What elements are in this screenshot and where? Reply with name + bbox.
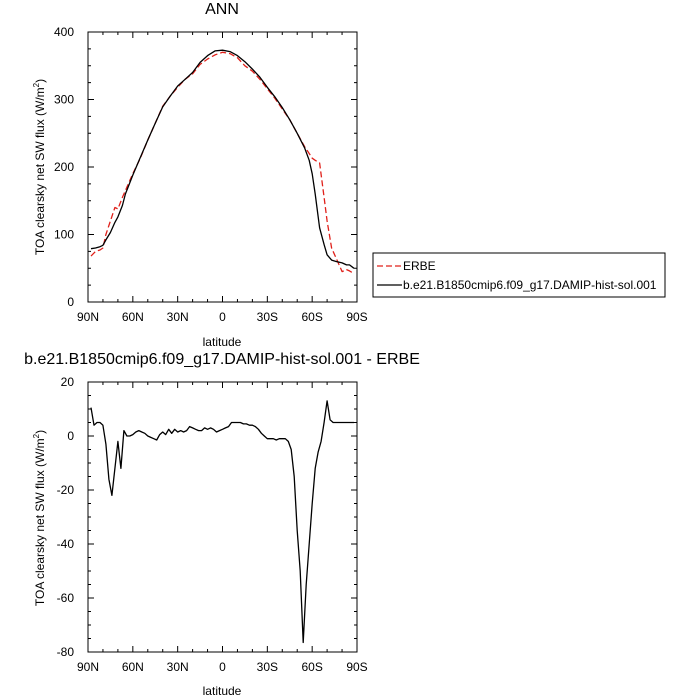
top-panel-ytick-label: 300	[54, 93, 74, 107]
bottom-panel: b.e21.B1850cmip6.f09_g17.DAMIP-hist-sol.…	[24, 351, 420, 698]
top-panel-ylabel-base: TOA clearsky net SW flux (W/m	[33, 87, 47, 255]
top-panel-ylabel-end: )	[33, 79, 47, 83]
bottom-panel-ytick-label: 20	[61, 375, 75, 389]
top-panel: ANN 90N 60N 30N 0 30S 60S 90S 0 100 200 300 400 lat…	[32, 1, 368, 349]
bottom-panel-xtick-label: 30S	[257, 660, 278, 674]
bottom-panel-xtick-label: 90N	[77, 660, 99, 674]
bottom-panel-xlabel: latitude	[203, 684, 242, 698]
top-panel-ylabel: TOA clearsky net SW flux (W/m2)	[32, 79, 47, 255]
bottom-panel-xtick-label: 0	[219, 660, 226, 674]
legend: ERBE b.e21.B1850cmip6.f09_g17.DAMIP-hist…	[372, 252, 666, 298]
top-panel-ytick-label: 200	[54, 160, 74, 174]
bottom-panel-ytick-label: 0	[67, 429, 74, 443]
top-panel-xlabel: latitude	[203, 335, 242, 349]
top-panel-title: ANN	[205, 1, 239, 18]
bottom-panel-frame	[87, 381, 358, 653]
top-panel-ytick-label: 400	[54, 25, 74, 39]
bottom-panel-title: b.e21.B1850cmip6.f09_g17.DAMIP-hist-sol.…	[24, 351, 420, 368]
top-panel-series-model-line	[90, 49, 355, 269]
top-panel-xtick-label: 30S	[257, 310, 278, 324]
bottom-panel-xtick-label: 90S	[346, 660, 367, 674]
bottom-panel-ylabel: TOA clearsky net SW flux (W/m2)	[32, 430, 47, 606]
bottom-panel-ylabel-end: )	[33, 430, 47, 434]
top-panel-xtick-label: 90S	[346, 310, 367, 324]
top-panel-series	[90, 49, 355, 275]
bottom-panel-ytick-label: -60	[57, 591, 75, 605]
bottom-panel-ticks: 90N 60N 30N 0 30S 60S 90S -80 -60 -40 -20 0 20	[57, 375, 368, 674]
top-panel-series-erbe-line	[90, 51, 355, 275]
top-panel-xtick-label: 0	[219, 310, 226, 324]
bottom-panel-ylabel-sup: 2	[32, 433, 41, 438]
top-panel-xtick-label: 60S	[301, 310, 322, 324]
bottom-panel-xtick-label: 60N	[122, 660, 144, 674]
bottom-panel-xtick-label: 60S	[301, 660, 322, 674]
bottom-panel-ytick-label: -20	[57, 483, 75, 497]
top-panel-ytick-label: 100	[54, 228, 74, 242]
legend-box	[372, 252, 666, 298]
bottom-panel-ytick-label: -80	[57, 645, 75, 659]
bottom-panel-xtick-label: 30N	[167, 660, 189, 674]
top-panel-ytick-label: 0	[67, 295, 74, 309]
bottom-panel-ytick-label: -40	[57, 537, 75, 551]
bottom-panel-ylabel-base: TOA clearsky net SW flux (W/m	[33, 438, 47, 606]
legend-label-erbe: ERBE	[403, 259, 436, 273]
legend-label-model: b.e21.B1850cmip6.f09_g17.DAMIP-hist-sol.…	[403, 278, 657, 292]
top-panel-xtick-label: 90N	[77, 310, 99, 324]
top-panel-xtick-label: 60N	[122, 310, 144, 324]
top-panel-ylabel-sup: 2	[32, 82, 41, 87]
bottom-panel-series	[90, 400, 354, 644]
top-panel-xtick-label: 30N	[167, 310, 189, 324]
top-panel-ticks: 90N 60N 30N 0 30S 60S 90S 0 100 200 300 400	[54, 25, 368, 324]
bottom-panel-series-difference-line	[90, 400, 354, 644]
top-panel-frame	[87, 31, 358, 303]
